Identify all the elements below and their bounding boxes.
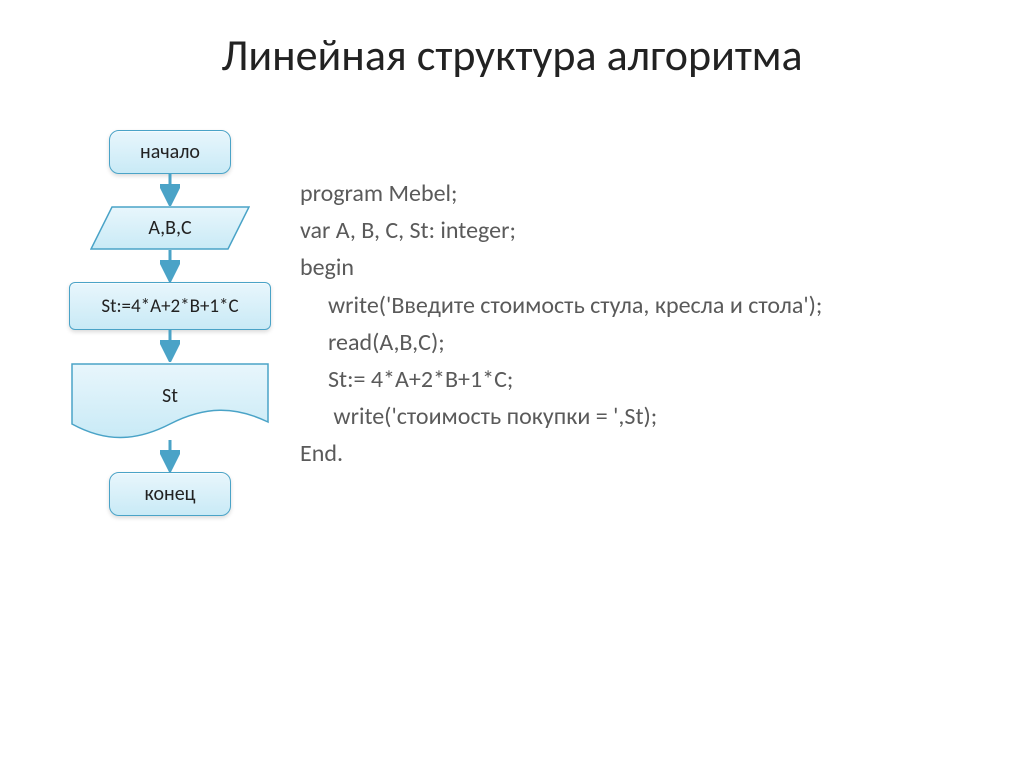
code-line: write('стоимость покупки = ',St); xyxy=(300,398,822,435)
flow-arrow xyxy=(60,174,280,206)
data-shape: А,В,С xyxy=(90,206,250,250)
code-line: St:= 4*A+2*B+1*C; xyxy=(300,361,822,398)
process-shape: St:=4*A+2*B+1*C xyxy=(69,282,271,330)
code-line: write('Введите стоимость стула, кресла и… xyxy=(300,287,822,324)
code-line: begin xyxy=(300,249,822,286)
arrow-down-icon xyxy=(160,330,180,362)
arrow-down-icon xyxy=(160,174,180,206)
node-label: конец xyxy=(144,482,195,506)
flow-node-input: А,В,С xyxy=(60,206,280,250)
code-line: var A, B, C, St: integer; xyxy=(300,212,822,249)
node-label: начало xyxy=(140,140,200,164)
flow-node-start: начало xyxy=(60,130,280,174)
arrow-down-icon xyxy=(160,250,180,282)
terminator-start: начало xyxy=(109,130,231,174)
flow-arrow xyxy=(60,330,280,362)
arrow-down-icon xyxy=(160,440,180,472)
terminator-end: конец xyxy=(109,472,231,516)
document-shape: St xyxy=(70,362,270,440)
page-title: Линейная структура алгоритма xyxy=(0,28,1024,82)
flow-node-end: конец xyxy=(60,472,280,516)
node-label: St:=4*A+2*B+1*C xyxy=(101,295,238,318)
flow-node-process: St:=4*A+2*B+1*C xyxy=(60,282,280,330)
node-label: St xyxy=(70,368,270,424)
flow-node-output: St xyxy=(60,362,280,440)
flow-arrow xyxy=(60,250,280,282)
code-line: End. xyxy=(300,435,822,472)
code-line: read(A,B,C); xyxy=(300,324,822,361)
flowchart: начало xyxy=(60,130,280,516)
slide: Линейная структура алгоритма начало xyxy=(0,0,1024,767)
flow-arrow xyxy=(60,440,280,472)
node-label: А,В,С xyxy=(90,206,250,250)
code-block: program Mebel;var A, B, C, St: integer;b… xyxy=(300,175,822,473)
code-line: program Mebel; xyxy=(300,175,822,212)
